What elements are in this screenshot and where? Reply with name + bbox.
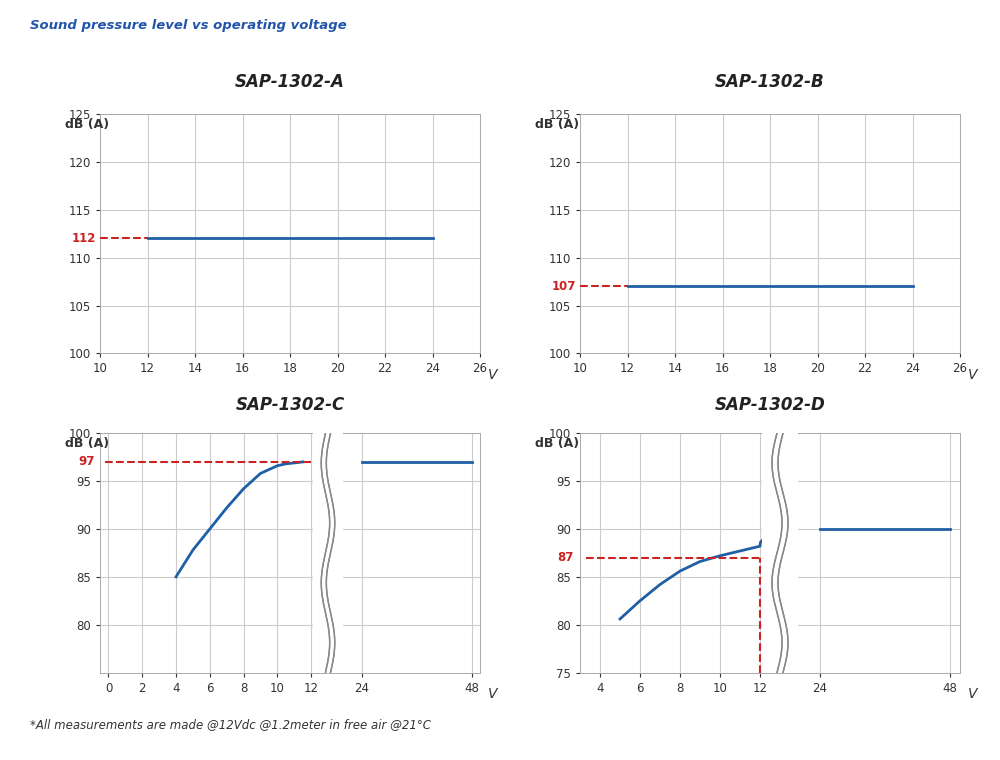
Text: V: V	[488, 687, 497, 701]
Text: SAP-1302-C: SAP-1302-C	[235, 396, 345, 414]
Text: V: V	[968, 368, 977, 382]
Text: dB (A): dB (A)	[535, 118, 579, 131]
Text: 107: 107	[552, 280, 576, 293]
Text: 87: 87	[558, 551, 574, 564]
Text: dB (A): dB (A)	[65, 437, 109, 450]
Text: SAP-1302-A: SAP-1302-A	[235, 73, 345, 91]
Bar	[762, 423, 798, 682]
Text: 112: 112	[72, 232, 96, 245]
Text: SAP-1302-D: SAP-1302-D	[715, 396, 825, 414]
Text: dB (A): dB (A)	[65, 118, 109, 131]
Text: *All measurements are made @12Vdc @1.2meter in free air @21°C: *All measurements are made @12Vdc @1.2me…	[30, 718, 431, 731]
Text: V: V	[968, 687, 977, 701]
Text: SAP-1302-B: SAP-1302-B	[715, 73, 825, 91]
Bar	[313, 423, 343, 682]
Text: 97: 97	[79, 455, 95, 468]
Text: Sound pressure level vs operating voltage: Sound pressure level vs operating voltag…	[30, 19, 347, 32]
Text: dB (A): dB (A)	[535, 437, 579, 450]
Text: V: V	[488, 368, 497, 382]
